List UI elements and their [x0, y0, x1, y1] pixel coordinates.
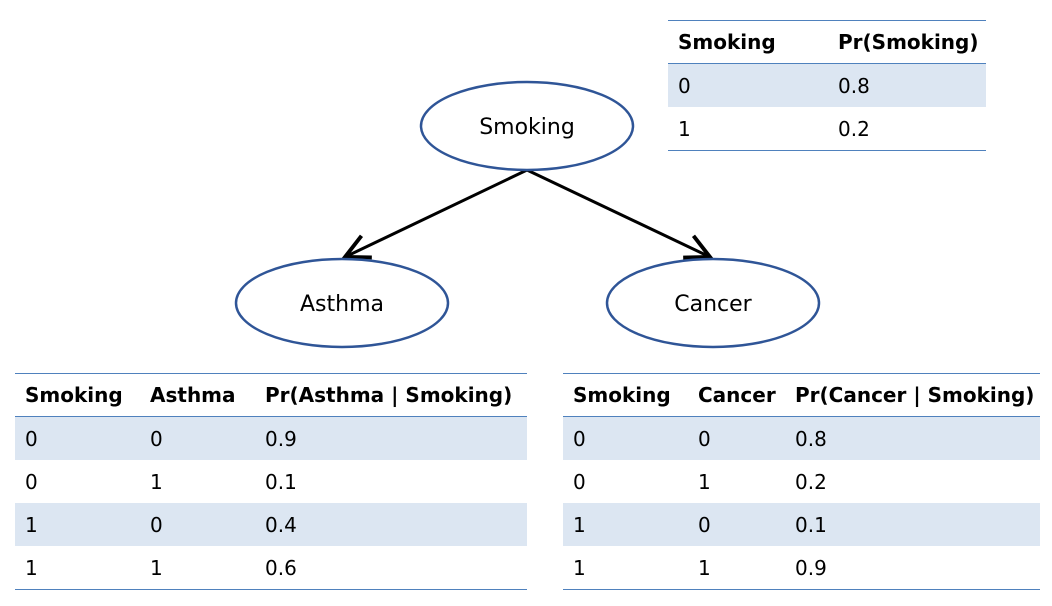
cell-probability: 0.2 [795, 469, 827, 494]
cell-asthma: 0 [140, 503, 255, 546]
column-header-pr-smoking: Pr(Smoking) [828, 20, 986, 64]
cell-probability: 0.1 [785, 503, 1040, 546]
cell-cancer: 0 [688, 416, 785, 460]
table-header-row: Smoking Asthma Pr(Asthma | Smoking) [15, 373, 527, 417]
cell-smoking: 0 [668, 63, 828, 107]
table-row: 1 0.2 [668, 107, 986, 151]
column-header-smoking: Smoking [15, 373, 140, 417]
node-cancer: Cancer [605, 257, 821, 349]
cell-cancer: 1 [698, 469, 711, 494]
node-smoking: Smoking [419, 80, 635, 172]
cell-asthma: 1 [150, 469, 163, 494]
table-row: 1 0 0.1 [563, 503, 1040, 546]
table-row: 0 0.8 [668, 63, 986, 107]
table-row: 0 0 0.9 [15, 416, 527, 460]
cell-smoking: 0 [15, 416, 140, 460]
cell-asthma: 1 [150, 555, 163, 580]
cell-smoking: 0 [563, 416, 688, 460]
edge-smoking-to-asthma [345, 168, 528, 257]
cell-smoking: 1 [563, 503, 688, 546]
cell-cancer: 1 [698, 555, 711, 580]
table-header-row: Smoking Pr(Smoking) [668, 20, 986, 64]
table-row: 0 1 0.1 [15, 460, 527, 503]
edge-smoking-to-cancer [526, 168, 710, 257]
table-row: 1 1 0.6 [15, 546, 527, 590]
cell-smoking: 1 [573, 555, 586, 580]
node-smoking-label: Smoking [479, 115, 575, 140]
column-header-pr-cancer-given-smoking: Pr(Cancer | Smoking) [785, 373, 1040, 417]
cpt-asthma-table: Smoking Asthma Pr(Asthma | Smoking) 0 0 … [15, 373, 527, 590]
table-row: 1 1 0.9 [563, 546, 1040, 590]
table-row: 0 1 0.2 [563, 460, 1040, 503]
column-header-smoking: Smoking [668, 20, 828, 64]
node-asthma-label: Asthma [300, 292, 384, 317]
node-asthma: Asthma [234, 257, 450, 349]
cell-probability: 0.8 [785, 416, 1040, 460]
table-row: 0 0 0.8 [563, 416, 1040, 460]
node-cancer-label: Cancer [674, 292, 752, 317]
cell-cancer: 0 [688, 503, 785, 546]
column-header-smoking: Smoking [563, 373, 688, 417]
cpt-smoking-table: Smoking Pr(Smoking) 0 0.8 1 0.2 [668, 20, 986, 151]
cpt-cancer-table: Smoking Cancer Pr(Cancer | Smoking) 0 0 … [563, 373, 1040, 590]
cell-probability: 0.8 [828, 63, 986, 107]
cell-smoking: 1 [25, 555, 38, 580]
cell-probability: 0.9 [255, 416, 527, 460]
cell-probability: 0.6 [265, 555, 297, 580]
column-header-cancer: Cancer [688, 373, 785, 417]
cell-smoking: 0 [573, 469, 586, 494]
cell-smoking: 0 [25, 469, 38, 494]
cell-probability: 0.4 [255, 503, 527, 546]
table-row: 1 0 0.4 [15, 503, 527, 546]
cell-smoking: 1 [15, 503, 140, 546]
cell-probability: 0.9 [795, 555, 827, 580]
cell-asthma: 0 [140, 416, 255, 460]
column-header-pr-asthma-given-smoking: Pr(Asthma | Smoking) [255, 373, 527, 417]
cell-probability: 0.1 [265, 469, 297, 494]
column-header-asthma: Asthma [140, 373, 255, 417]
cell-smoking: 1 [678, 116, 691, 141]
cell-probability: 0.2 [838, 116, 870, 141]
table-header-row: Smoking Cancer Pr(Cancer | Smoking) [563, 373, 1040, 417]
